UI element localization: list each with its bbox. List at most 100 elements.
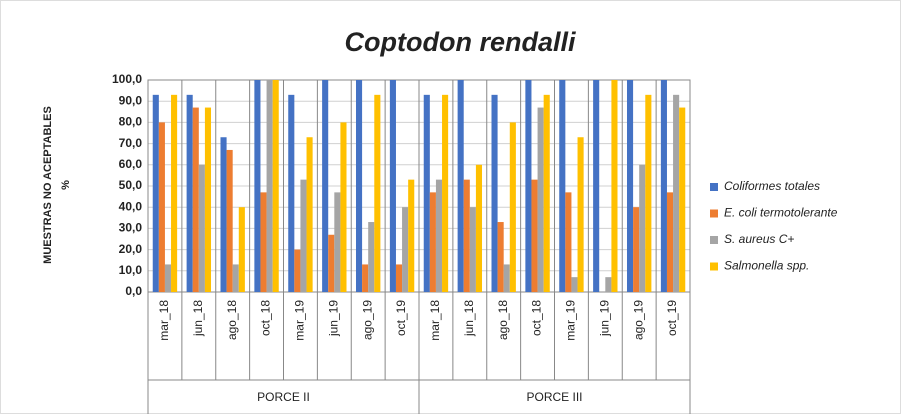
y-axis-label: % [60, 180, 72, 190]
bar [395, 264, 403, 292]
bar [611, 80, 618, 292]
bar [679, 107, 686, 292]
bar [673, 94, 680, 292]
bar [232, 264, 239, 292]
bar [559, 80, 566, 292]
y-tick-label: 60,0 [119, 157, 143, 171]
bar [152, 94, 159, 292]
bar [306, 137, 313, 292]
x-tick-label: ago_19 [360, 300, 374, 340]
bar [158, 122, 165, 293]
bar [389, 80, 396, 292]
group-label: PORCE III [526, 390, 582, 404]
bar [408, 179, 415, 292]
bar [288, 94, 295, 292]
bar [254, 80, 261, 292]
bar [639, 164, 646, 292]
legend-label: Coliformes totales [724, 179, 820, 193]
legend-swatch [710, 209, 718, 218]
bar [531, 179, 538, 292]
bar [457, 80, 464, 292]
bar [429, 192, 436, 292]
legend-label: E. coli termotolerante [724, 206, 838, 220]
legend-label: S. aureus C+ [724, 232, 794, 246]
bar [220, 137, 227, 292]
y-tick-label: 20,0 [119, 242, 143, 256]
bar [577, 137, 584, 292]
y-tick-label: 0,0 [125, 284, 142, 298]
bar [171, 94, 178, 292]
y-tick-label: 10,0 [119, 263, 143, 277]
bar [204, 107, 212, 292]
bar [374, 94, 381, 292]
x-tick-label: oct_19 [665, 300, 679, 336]
bar [537, 107, 544, 292]
bar [266, 80, 273, 292]
bar [355, 80, 363, 292]
bar [525, 80, 532, 292]
legend-swatch [710, 262, 718, 271]
x-tick-label: ago_19 [631, 300, 645, 340]
bar [300, 179, 307, 292]
x-tick-label: ago_18 [496, 300, 510, 340]
bar [238, 207, 245, 292]
bar [334, 192, 341, 292]
x-tick-label: oct_18 [259, 300, 273, 336]
bar [260, 192, 267, 292]
legend-swatch [710, 236, 718, 244]
y-tick-label: 100,0 [112, 72, 142, 86]
bar [666, 192, 674, 292]
bar [543, 94, 550, 292]
group-label: PORCE II [257, 390, 310, 404]
x-tick-label: jun_18 [462, 300, 476, 337]
x-tick-label: mar_19 [564, 300, 578, 341]
x-tick-label: ago_18 [225, 300, 239, 340]
x-tick-label: mar_18 [157, 300, 171, 341]
x-tick-label: jun_18 [191, 300, 205, 337]
bar [368, 222, 375, 292]
y-axis-label: MUESTRAS NO ACEPTABLES [42, 106, 54, 264]
x-tick-label: jun_19 [326, 300, 340, 337]
x-tick-label: mar_18 [428, 300, 442, 341]
bar [435, 179, 443, 292]
bar [605, 277, 612, 292]
x-tick-label: mar_19 [293, 300, 307, 341]
bar [226, 149, 233, 292]
bar [491, 94, 498, 292]
bar [626, 80, 634, 292]
bar [475, 164, 483, 292]
bar [164, 264, 172, 292]
y-tick-label: 70,0 [119, 136, 143, 150]
bar [198, 164, 205, 292]
bar [192, 107, 199, 292]
bar [328, 234, 335, 292]
x-tick-label: oct_18 [530, 300, 544, 336]
x-tick-label: jun_19 [597, 300, 611, 337]
bar [186, 94, 193, 292]
bar [294, 249, 301, 292]
bar [593, 80, 600, 292]
bar [497, 222, 504, 292]
legend-label: Salmonella spp. [724, 259, 809, 273]
y-tick-label: 30,0 [119, 221, 143, 235]
chart-title: Coptodon rendalli [345, 27, 576, 57]
bar [509, 122, 516, 293]
bar [660, 80, 667, 292]
bar [272, 80, 279, 292]
bar [442, 94, 449, 292]
bar [469, 207, 476, 292]
bar [565, 192, 572, 292]
bar [503, 264, 510, 292]
bar [402, 207, 409, 292]
bar [362, 264, 369, 292]
legend-swatch [710, 183, 718, 191]
x-tick-label: oct_19 [394, 300, 408, 336]
bar [322, 80, 329, 292]
bar [633, 207, 640, 292]
y-tick-label: 40,0 [119, 199, 143, 213]
y-tick-label: 50,0 [119, 178, 143, 192]
bar [423, 94, 430, 292]
bar [463, 179, 470, 292]
bar [571, 277, 578, 292]
